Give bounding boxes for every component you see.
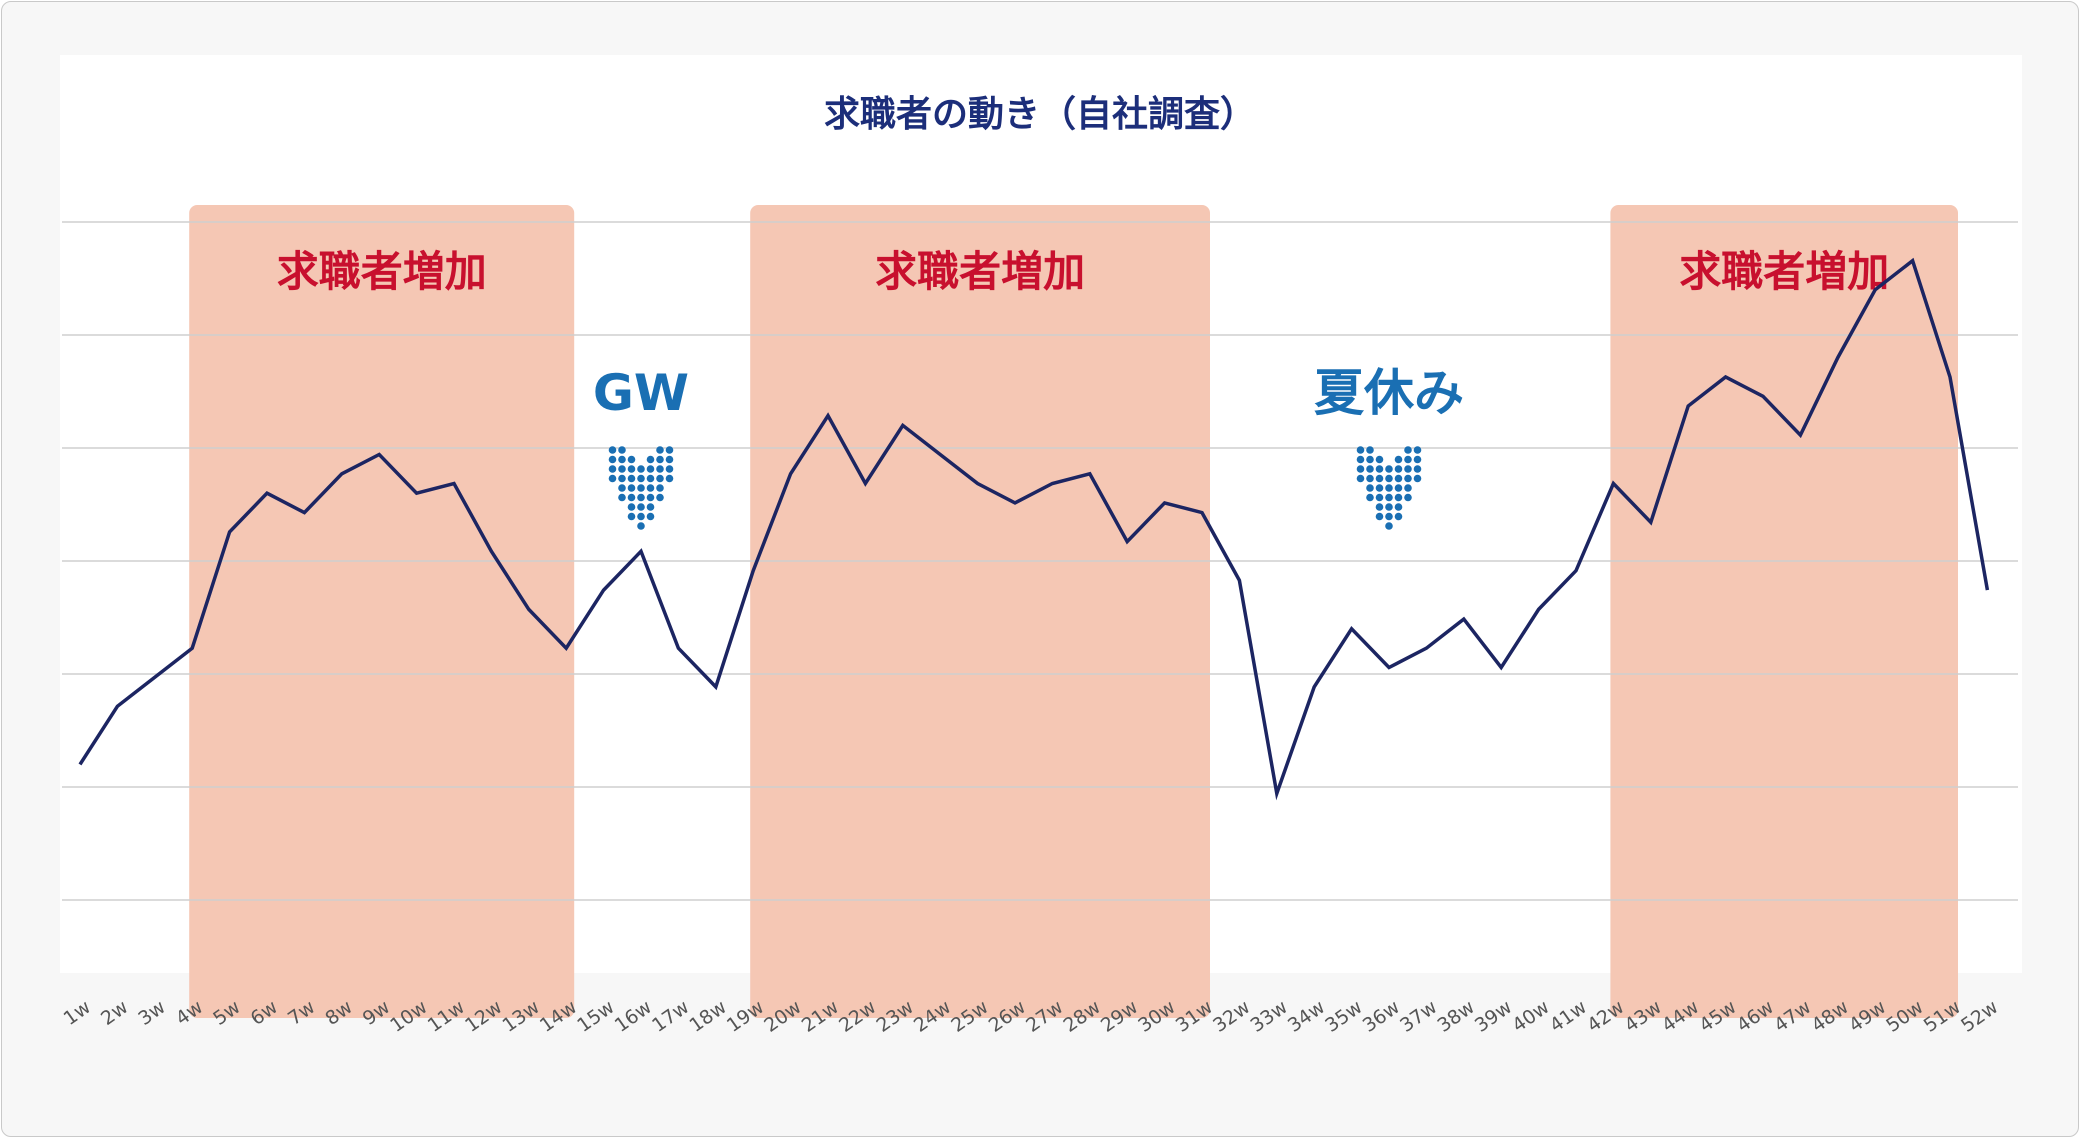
annotation-label-2: 夏休み bbox=[1314, 364, 1464, 422]
annotation-label-1: GW bbox=[593, 364, 689, 422]
x-tick-label: 52w bbox=[1957, 996, 2002, 1037]
band-2 bbox=[750, 205, 1210, 1018]
x-tick-label: 38w bbox=[1434, 996, 1479, 1037]
band-label-2: 求職者増加 bbox=[875, 247, 1085, 296]
x-tick-label: 3w bbox=[134, 996, 169, 1030]
x-tick-label: 2w bbox=[97, 996, 132, 1030]
x-tick-label: 1w bbox=[60, 996, 95, 1030]
x-tick-label: 37w bbox=[1396, 996, 1441, 1037]
x-tick-label: 15w bbox=[573, 996, 618, 1037]
series-layer bbox=[78, 257, 1990, 801]
band-3 bbox=[1610, 205, 1958, 1018]
grid-layer bbox=[62, 221, 2018, 901]
x-tick-label: 35w bbox=[1321, 996, 1366, 1037]
band-1 bbox=[189, 205, 575, 1018]
x-tick-label: 40w bbox=[1508, 996, 1553, 1037]
x-tick-label: 17w bbox=[648, 996, 693, 1037]
x-tick-label: 41w bbox=[1546, 996, 1591, 1037]
x-tick-label: 36w bbox=[1359, 996, 1404, 1037]
x-tick-label: 18w bbox=[686, 996, 731, 1037]
x-tick-label: 33w bbox=[1247, 996, 1292, 1037]
x-tick-label: 32w bbox=[1209, 996, 1254, 1037]
x-tick-label: 34w bbox=[1284, 996, 1329, 1037]
bands-layer bbox=[189, 205, 1958, 1018]
down-arrow-icon bbox=[1356, 446, 1422, 530]
x-tick-label: 39w bbox=[1471, 996, 1516, 1037]
band-labels-layer: 求職者増加 求職者増加 求職者増加 bbox=[277, 247, 1890, 296]
band-label-3: 求職者増加 bbox=[1679, 247, 1889, 296]
x-tick-label: 16w bbox=[611, 996, 656, 1037]
series-line bbox=[78, 257, 1990, 801]
down-arrow-icon bbox=[608, 446, 674, 530]
band-label-1: 求職者増加 bbox=[277, 247, 487, 296]
chart-title: 求職者の動き（自社調査） bbox=[824, 94, 1256, 135]
annotations-layer: GW 夏休み bbox=[593, 364, 1464, 530]
